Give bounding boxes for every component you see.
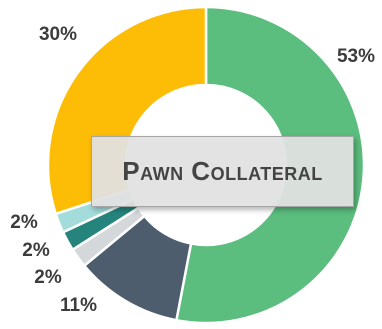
slice-label-5: 30% bbox=[39, 24, 77, 45]
slice-label-0: 53% bbox=[337, 46, 375, 67]
slice-label-2: 2% bbox=[34, 267, 62, 288]
slice-labels: 53% 11% 2% 2% 2% 30% bbox=[10, 24, 375, 316]
slice-label-1: 11% bbox=[60, 295, 97, 316]
donut-slices bbox=[46, 5, 366, 325]
slice-label-4: 2% bbox=[10, 212, 38, 233]
slice-label-3: 2% bbox=[22, 240, 50, 261]
chart-title: Pawn Collateral bbox=[91, 136, 354, 207]
